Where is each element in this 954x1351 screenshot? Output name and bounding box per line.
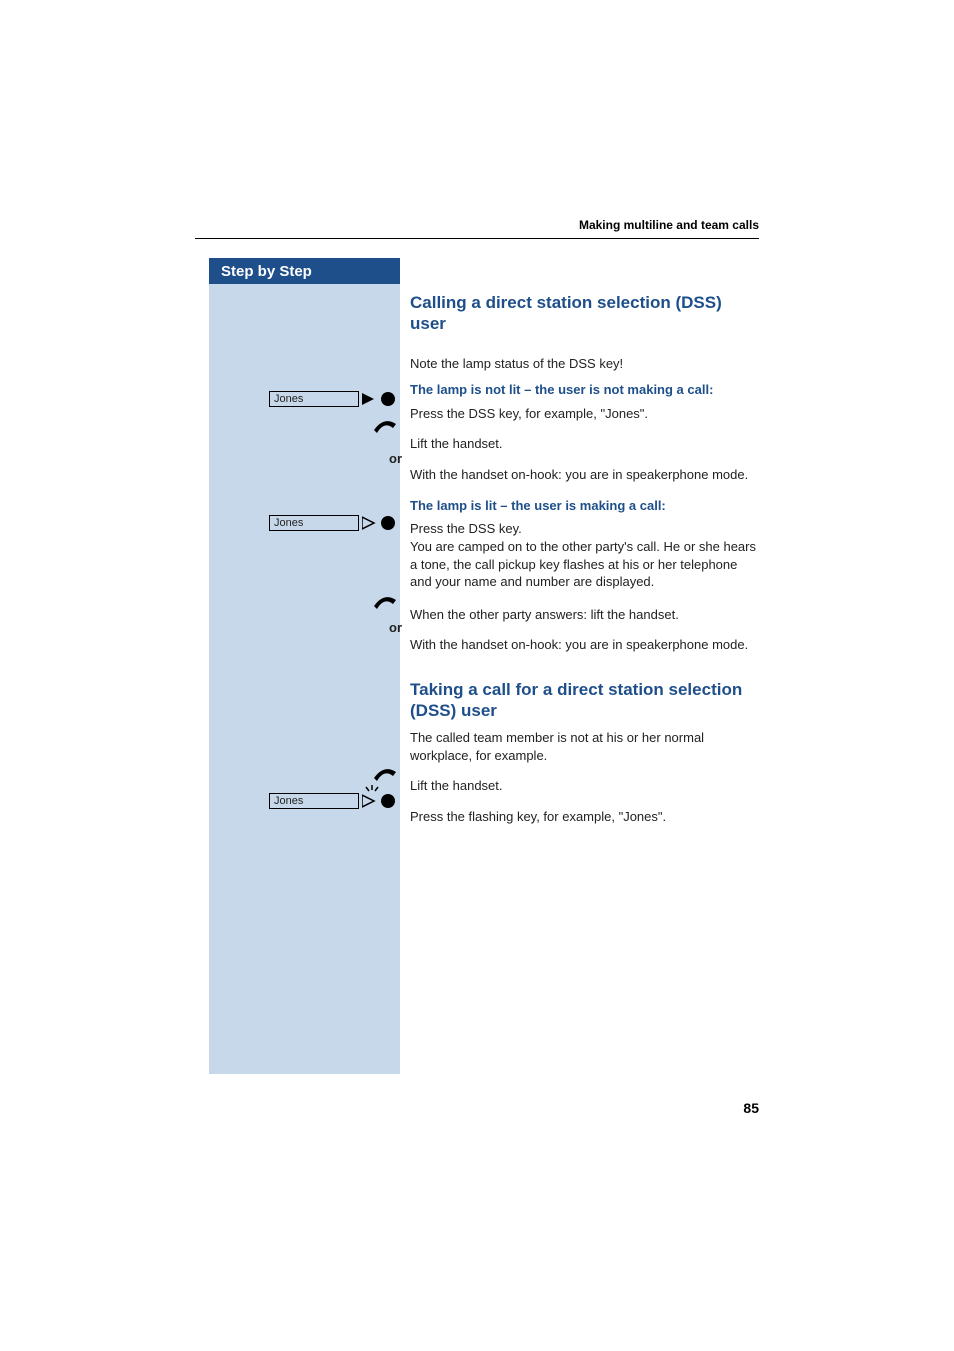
running-header: Making multiline and team calls — [579, 218, 759, 232]
page-number: 85 — [743, 1100, 759, 1116]
dss-key-jones-flashing: Jones — [269, 793, 359, 809]
section1-sub2-step3: With the handset on-hook: you are in spe… — [410, 636, 760, 654]
key-lamp-flashing-icon — [362, 785, 400, 809]
dss-key-jones-unlit: Jones — [269, 391, 359, 407]
step-by-step-tab: Step by Step — [209, 258, 400, 285]
or-label-2: or — [389, 620, 402, 635]
section1-sub2-step2: When the other party answers: lift the h… — [410, 606, 760, 624]
section1-intro: Note the lamp status of the DSS key! — [410, 355, 760, 373]
section1-sub1-step2: Lift the handset. — [410, 435, 760, 453]
section2-step2: Press the flashing key, for example, "Jo… — [410, 808, 760, 826]
section2-step1: Lift the handset. — [410, 777, 760, 795]
section1-sub2-step1: Press the DSS key. You are camped on to … — [410, 520, 760, 590]
section1-sub2-title: The lamp is lit – the user is making a c… — [410, 498, 760, 515]
section2-intro: The called team member is not at his or … — [410, 729, 760, 764]
section1-sub1-step3: With the handset on-hook: you are in spe… — [410, 466, 760, 484]
section2-title: Taking a call for a direct station selec… — [410, 679, 760, 722]
key-lamp-solid-icon — [362, 391, 400, 407]
section1-title: Calling a direct station selection (DSS)… — [410, 292, 760, 335]
or-label-1: or — [389, 451, 402, 466]
main-content: Calling a direct station selection (DSS)… — [410, 292, 760, 835]
section1-sub1-step1: Press the DSS key, for example, "Jones". — [410, 405, 760, 423]
section1-sub1-title: The lamp is not lit – the user is not ma… — [410, 382, 760, 399]
handset-icon — [372, 766, 398, 782]
dss-key-jones-lit: Jones — [269, 515, 359, 531]
handset-icon — [372, 418, 398, 434]
page: Making multiline and team calls Step by … — [0, 0, 954, 1351]
header-rule — [195, 238, 759, 239]
key-lamp-hollow-icon — [362, 515, 400, 531]
handset-icon — [372, 594, 398, 610]
